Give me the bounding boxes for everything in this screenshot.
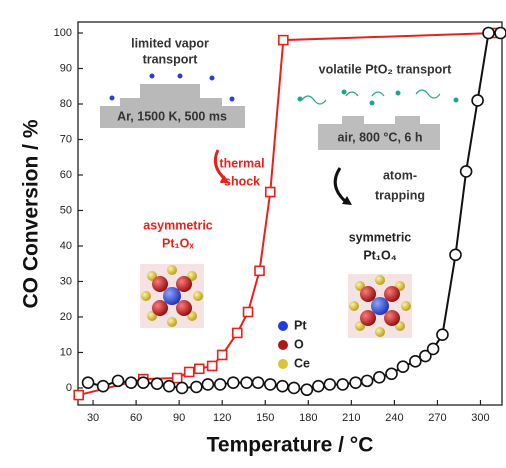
y-tick-label: 60 [60, 169, 72, 181]
atom-legend-swatch [278, 321, 288, 331]
y-tick-label: 100 [54, 27, 72, 39]
marker [185, 367, 194, 376]
marker [324, 379, 335, 390]
y-tick-label: 80 [60, 98, 72, 110]
annotation: thermal [219, 156, 264, 170]
y-tick-label: 40 [60, 240, 72, 252]
x-tick-label: 60 [130, 412, 142, 424]
marker [495, 28, 506, 39]
marker [218, 350, 227, 359]
y-tick-label: 10 [60, 346, 72, 358]
y-tick-label: 50 [60, 204, 72, 216]
marker [253, 377, 264, 388]
x-tick-label: 240 [385, 412, 403, 424]
marker [74, 391, 83, 400]
marker [386, 368, 397, 379]
annotation: limited vapor [131, 36, 209, 50]
marker [313, 381, 324, 392]
annotation: volatile PtO₂ transport [319, 62, 452, 76]
atom-legend-swatch [278, 359, 288, 369]
marker [195, 364, 204, 373]
marker [126, 377, 137, 388]
y-axis-title: CO Conversion / % [20, 119, 43, 308]
marker [177, 382, 188, 393]
marker [279, 36, 288, 45]
y-tick-label: 30 [60, 275, 72, 287]
atom-legend-label: Ce [294, 356, 310, 370]
annotation: trapping [375, 188, 425, 202]
x-tick-label: 180 [299, 412, 317, 424]
marker [228, 377, 239, 388]
marker [397, 361, 408, 372]
annotation: Pt₁O₄ [363, 248, 396, 262]
marker [277, 381, 288, 392]
marker [152, 378, 163, 389]
annotation: Pt₁Oₓ [162, 236, 194, 250]
marker [113, 375, 124, 386]
x-tick-label: 120 [213, 412, 231, 424]
marker [202, 379, 213, 390]
atom-legend-label: Pt [294, 318, 307, 332]
marker [98, 381, 109, 392]
x-tick-label: 210 [342, 412, 360, 424]
marker [266, 188, 275, 197]
annotation: transport [143, 52, 199, 66]
marker [337, 379, 348, 390]
marker [265, 379, 276, 390]
marker [83, 377, 94, 388]
y-tick-label: 70 [60, 133, 72, 145]
molecule-symmetric [348, 274, 412, 338]
marker [301, 384, 312, 395]
marker [472, 95, 483, 106]
x-tick-label: 300 [471, 412, 489, 424]
marker [374, 372, 385, 383]
marker [437, 329, 448, 340]
marker [362, 375, 373, 386]
x-tick-label: 150 [256, 412, 274, 424]
x-tick-label: 30 [87, 412, 99, 424]
y-tick-label: 20 [60, 311, 72, 323]
annotation: air, 800 °C, 6 h [338, 130, 423, 144]
y-tick-label: 90 [60, 62, 72, 74]
marker [191, 381, 202, 392]
atom-legend-swatch [278, 340, 288, 350]
marker [461, 166, 472, 177]
marker [244, 308, 253, 317]
marker [450, 249, 461, 260]
x-tick-label: 90 [173, 412, 185, 424]
page: {"chart_data": { "type": "line", "x_labe… [0, 0, 506, 463]
marker [241, 377, 252, 388]
x-tick-label: 270 [428, 412, 446, 424]
annotation: atom- [383, 168, 417, 182]
chart: Temperature / °C CO Conversion / % 30 60 9… [0, 0, 506, 463]
annotation: Ar, 1500 K, 500 ms [117, 109, 227, 123]
marker [173, 374, 182, 383]
molecule-asymmetric [140, 264, 204, 328]
atom-legend-label: O [294, 337, 304, 351]
marker [138, 377, 149, 388]
marker [350, 377, 361, 388]
marker [483, 28, 494, 39]
marker [215, 379, 226, 390]
marker [255, 266, 264, 275]
marker [164, 381, 175, 392]
marker [428, 343, 439, 354]
annotation: -shock [220, 174, 260, 188]
y-tick-label: 0 [66, 382, 72, 394]
arrow-trapping [335, 168, 346, 202]
marker [233, 328, 242, 337]
annotation: symmetric [349, 230, 412, 244]
marker [208, 361, 217, 370]
x-axis-title: Temperature / °C [207, 434, 374, 457]
marker [410, 356, 421, 367]
marker [288, 382, 299, 393]
annotation: asymmetric [143, 218, 213, 232]
